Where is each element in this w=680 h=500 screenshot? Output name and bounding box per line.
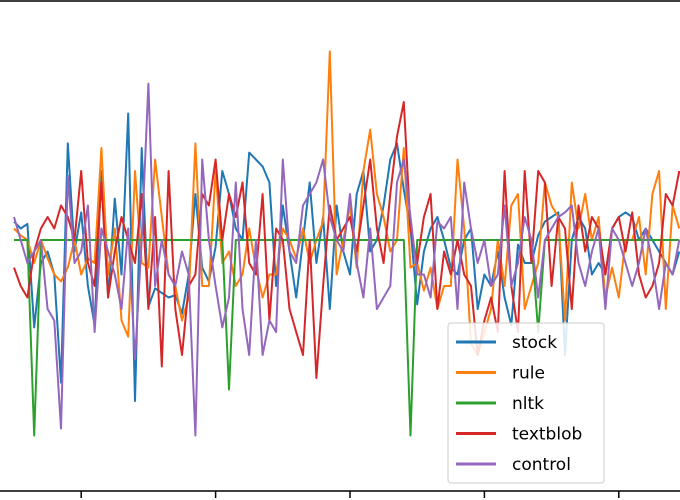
x-ticks <box>80 491 620 498</box>
legend-label-stock: stock <box>512 333 557 353</box>
legend-label-control: control <box>512 455 571 475</box>
legend-label-textblob: textblob <box>512 425 582 445</box>
legend-label-rule: rule <box>512 364 545 384</box>
series-layer <box>13 50 680 437</box>
series-line-control <box>13 82 680 437</box>
legend-box <box>447 322 605 484</box>
series-line-stock <box>13 112 680 402</box>
legend-label-nltk: nltk <box>512 394 544 414</box>
series-line-nltk <box>14 239 680 437</box>
legend: stock rule nltk textblob control <box>447 322 605 484</box>
